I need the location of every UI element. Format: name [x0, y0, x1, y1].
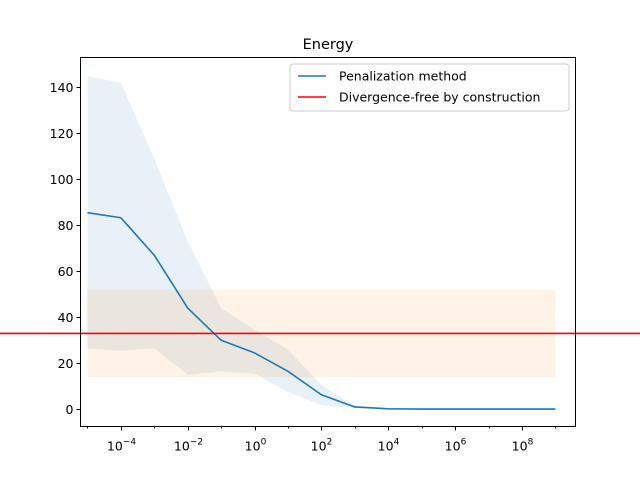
- y-tick-label: 20: [58, 356, 74, 371]
- y-tick-label: 60: [58, 264, 74, 279]
- x-tick-label: 106: [445, 438, 467, 454]
- legend: Penalization method Divergence-free by c…: [289, 63, 570, 112]
- y-tick-label: 40: [58, 310, 74, 325]
- y-tick-label: 100: [50, 172, 74, 187]
- series-lines: [0, 211, 640, 410]
- legend-label-divergence-free: Divergence-free by construction: [339, 90, 540, 105]
- legend-label-penalization: Penalization method: [339, 69, 467, 84]
- x-tick-label: 104: [378, 438, 400, 454]
- confidence-bands: [87, 75, 556, 410]
- chart-title: Energy: [303, 37, 354, 53]
- y-axis: 0 20 40 60 80 100 120 140: [50, 80, 81, 417]
- y-tick-label: 120: [50, 126, 74, 141]
- penalization-band: [87, 75, 556, 410]
- penalization-line: [87, 211, 556, 410]
- y-tick-label: 0: [66, 402, 74, 417]
- y-tick-label: 140: [50, 80, 74, 95]
- legend-box: [289, 63, 570, 112]
- plot-frame: [80, 57, 576, 427]
- x-tick-label: 108: [512, 438, 534, 454]
- x-tick-label: 100: [245, 438, 267, 454]
- x-tick-label: 10−2: [174, 438, 203, 454]
- y-tick-label: 80: [58, 218, 74, 233]
- x-tick-label: 10−4: [107, 438, 136, 454]
- x-axis: 10−4 10−2 100 102 104 106 108: [87, 426, 556, 454]
- x-tick-label: 102: [311, 438, 333, 454]
